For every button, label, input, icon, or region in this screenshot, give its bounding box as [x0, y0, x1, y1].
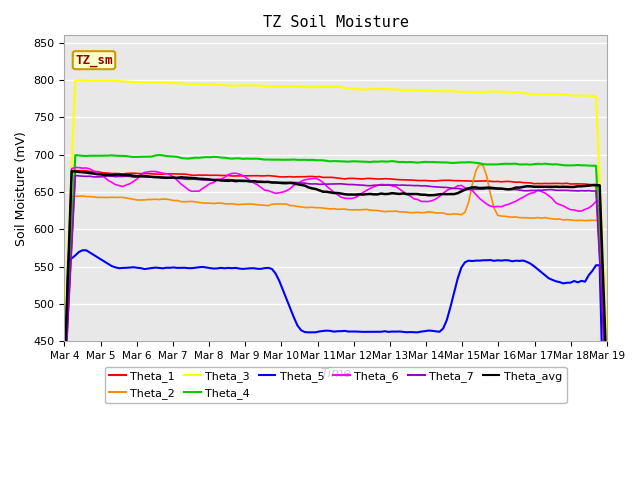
Theta_1: [61, 384, 68, 390]
Theta_5: [243, 266, 250, 272]
Theta_avg: [370, 192, 378, 197]
Theta_2: [603, 400, 611, 406]
Title: TZ Soil Moisture: TZ Soil Moisture: [262, 15, 409, 30]
Theta_4: [243, 156, 250, 161]
Theta_7: [348, 181, 356, 187]
Theta_4: [603, 382, 611, 388]
Theta_7: [439, 184, 447, 190]
Theta_3: [279, 84, 287, 89]
Theta_avg: [512, 185, 520, 191]
Theta_1: [603, 393, 611, 399]
Theta_3: [370, 86, 378, 92]
Theta_6: [279, 189, 287, 195]
Line: Theta_1: Theta_1: [65, 170, 607, 396]
Theta_1: [243, 173, 250, 179]
Y-axis label: Soil Moisture (mV): Soil Moisture (mV): [15, 131, 28, 246]
Theta_2: [512, 214, 520, 220]
Line: Theta_avg: Theta_avg: [65, 171, 607, 382]
Line: Theta_6: Theta_6: [65, 168, 607, 388]
Theta_3: [348, 86, 356, 92]
Theta_2: [367, 207, 374, 213]
Legend: Theta_1, Theta_2, Theta_3, Theta_4, Theta_5, Theta_6, Theta_7, Theta_avg: Theta_1, Theta_2, Theta_3, Theta_4, Thet…: [105, 367, 566, 403]
Theta_4: [439, 159, 447, 165]
Theta_avg: [243, 178, 250, 184]
Theta_6: [439, 191, 447, 196]
Theta_6: [512, 198, 520, 204]
Theta_5: [512, 258, 520, 264]
Theta_4: [348, 158, 356, 164]
Theta_2: [476, 161, 483, 167]
Theta_4: [156, 152, 163, 158]
Theta_6: [348, 195, 356, 201]
Theta_7: [243, 178, 250, 184]
Theta_6: [243, 175, 250, 181]
Theta_5: [279, 287, 287, 293]
Theta_avg: [68, 168, 76, 174]
Line: Theta_4: Theta_4: [65, 155, 607, 385]
Theta_7: [512, 187, 520, 192]
Theta_4: [512, 161, 520, 167]
Theta_2: [61, 385, 68, 391]
Theta_avg: [279, 180, 287, 186]
Theta_avg: [603, 379, 611, 385]
Theta_7: [370, 182, 378, 188]
Theta_5: [370, 329, 378, 335]
Theta_2: [344, 207, 352, 213]
Line: Theta_3: Theta_3: [65, 80, 607, 345]
Theta_5: [79, 247, 86, 253]
Theta_3: [79, 77, 86, 83]
Theta_avg: [439, 191, 447, 197]
Theta_3: [603, 342, 611, 348]
Theta_5: [348, 329, 356, 335]
Line: Theta_2: Theta_2: [65, 164, 607, 403]
Theta_1: [512, 180, 520, 185]
Theta_1: [370, 176, 378, 181]
Theta_5: [61, 398, 68, 404]
Theta_3: [512, 90, 520, 96]
Theta_1: [439, 178, 447, 183]
Theta_3: [439, 88, 447, 94]
Theta_4: [279, 157, 287, 163]
Theta_2: [239, 201, 246, 207]
Theta_2: [275, 201, 283, 207]
Line: Theta_5: Theta_5: [65, 250, 607, 480]
Theta_4: [61, 376, 68, 382]
Theta_6: [603, 385, 611, 391]
Theta_7: [72, 173, 79, 179]
Text: TZ_sm: TZ_sm: [76, 54, 113, 67]
Theta_5: [439, 326, 447, 332]
Theta_6: [370, 184, 378, 190]
Theta_1: [72, 168, 79, 173]
Theta_6: [61, 370, 68, 375]
Theta_1: [279, 174, 287, 180]
Theta_7: [61, 387, 68, 393]
Theta_6: [72, 165, 79, 170]
Line: Theta_7: Theta_7: [65, 176, 607, 399]
Theta_2: [436, 210, 444, 216]
X-axis label: Time: Time: [320, 367, 351, 380]
Theta_avg: [348, 192, 356, 197]
Theta_3: [243, 83, 250, 88]
Theta_7: [603, 396, 611, 402]
Theta_1: [348, 176, 356, 181]
Theta_4: [370, 159, 378, 165]
Theta_7: [279, 180, 287, 185]
Theta_3: [61, 333, 68, 339]
Theta_avg: [61, 370, 68, 376]
